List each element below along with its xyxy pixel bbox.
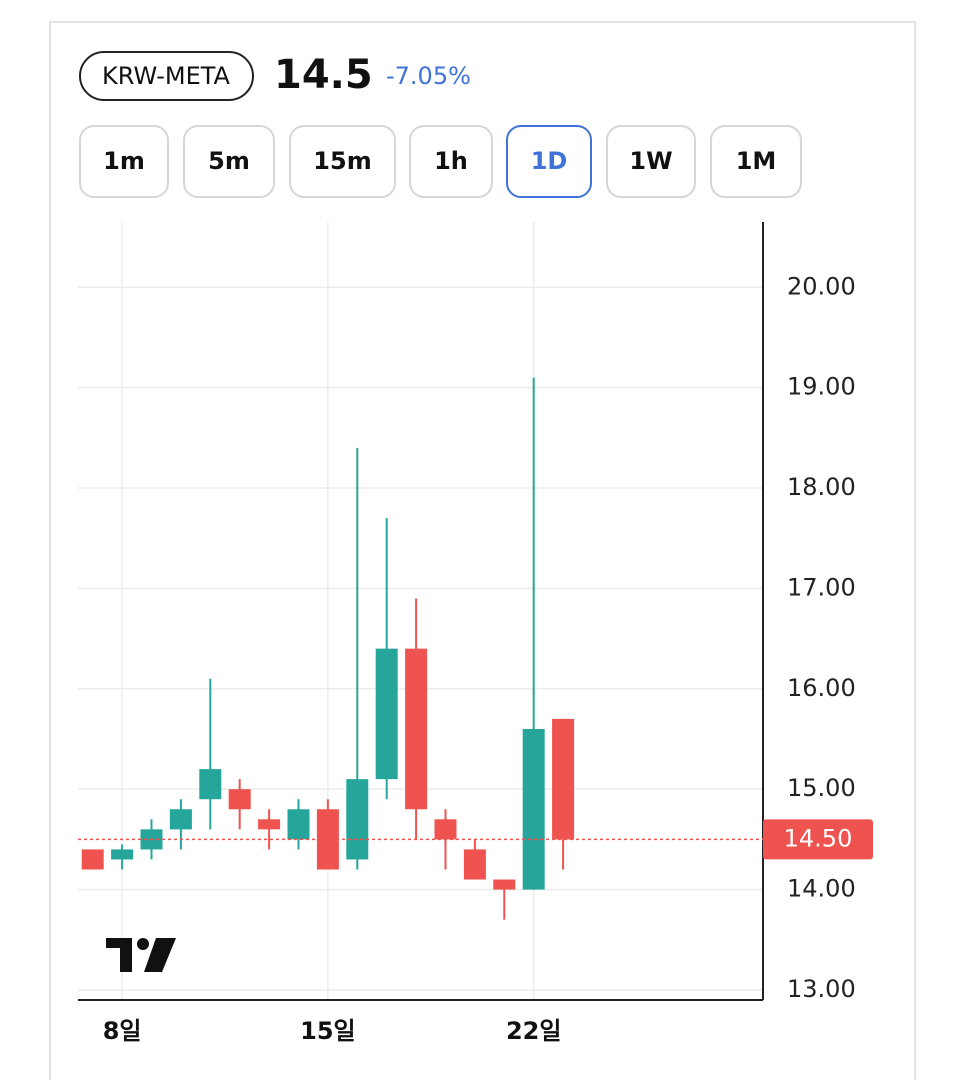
interval-label[interactable]: 1M <box>736 147 777 175</box>
candle-body <box>199 769 222 800</box>
symbol: KRW-META <box>102 62 231 90</box>
candle-body <box>169 809 192 830</box>
x-tick-label: 22일 <box>506 1017 561 1045</box>
candle-body <box>81 849 104 870</box>
x-tick-label: 8일 <box>103 1017 142 1045</box>
interval-button[interactable] <box>79 125 169 198</box>
interval-button[interactable] <box>409 125 493 198</box>
last-price-box <box>763 819 873 860</box>
interval-button[interactable] <box>289 125 396 198</box>
symbol-pill <box>79 51 254 101</box>
x-tick-label: 15일 <box>300 1017 355 1045</box>
logo <box>106 938 176 972</box>
candle-body <box>552 718 575 840</box>
plot: 13.00 14.00 15.00 16.00 17.00 18.00 19.00 20.00… <box>78 222 873 1045</box>
candle-body <box>258 819 281 830</box>
candle-body <box>316 809 339 870</box>
change: -7.05% <box>386 62 471 90</box>
interval-label[interactable]: 1W <box>629 147 672 175</box>
interval-label[interactable]: 1m <box>103 147 145 175</box>
interval-button[interactable] <box>710 125 802 198</box>
candle-body <box>111 849 134 860</box>
candle-body <box>346 779 369 860</box>
candle-body <box>405 648 428 810</box>
y-tick-label: 17.00 <box>787 573 856 601</box>
card <box>49 21 916 1080</box>
interval-button[interactable] <box>506 125 592 198</box>
y-tick-label: 15.00 <box>787 774 856 802</box>
interval-button[interactable] <box>183 125 275 198</box>
candle-body <box>522 728 545 890</box>
y-tick-label: 13.00 <box>787 975 856 1003</box>
last-price-label: 14.50 <box>784 824 853 852</box>
price: 14.5 <box>274 52 373 98</box>
interval-label[interactable]: 1h <box>434 147 468 175</box>
y-tick-label: 19.00 <box>787 373 856 401</box>
candle-body <box>463 849 486 880</box>
interval-button[interactable] <box>606 125 696 198</box>
y-tick-label: 14.00 <box>787 875 856 903</box>
y-tick-label: 16.00 <box>787 674 856 702</box>
candle-body <box>228 789 251 810</box>
interval-label[interactable]: 1D <box>531 147 568 175</box>
interval-label[interactable]: 5m <box>208 147 250 175</box>
candle-body <box>493 879 516 890</box>
candle-body <box>434 819 457 840</box>
candle-body <box>287 809 310 840</box>
candle-body <box>375 648 398 780</box>
interval-bar: 1m 5m 15m 1h 1D 1W 1M <box>79 125 802 198</box>
interval-label[interactable]: 15m <box>313 147 371 175</box>
y-tick-label: 20.00 <box>787 272 856 300</box>
y-tick-label: 18.00 <box>787 473 856 501</box>
